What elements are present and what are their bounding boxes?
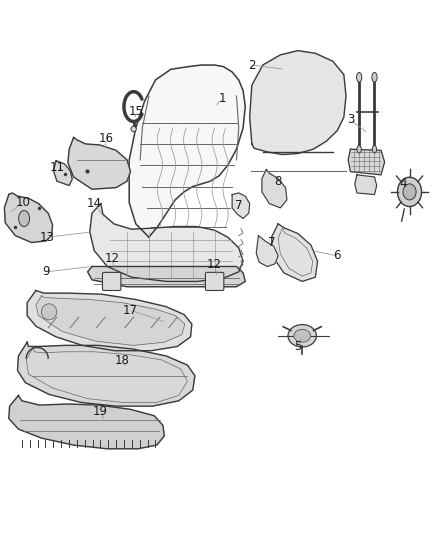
Polygon shape (90, 204, 243, 281)
Ellipse shape (372, 72, 377, 82)
Ellipse shape (357, 146, 361, 153)
Ellipse shape (131, 126, 136, 132)
Ellipse shape (398, 177, 421, 207)
Polygon shape (129, 65, 245, 237)
Text: 7: 7 (235, 199, 243, 212)
Polygon shape (9, 395, 164, 449)
Text: 19: 19 (92, 405, 107, 418)
Ellipse shape (294, 329, 311, 342)
Polygon shape (348, 149, 385, 175)
Polygon shape (4, 193, 53, 243)
Text: 4: 4 (399, 177, 407, 190)
Polygon shape (262, 169, 287, 208)
Text: 5: 5 (294, 340, 301, 353)
Polygon shape (272, 224, 318, 281)
Text: 16: 16 (99, 132, 114, 145)
Polygon shape (27, 290, 192, 351)
Text: 17: 17 (123, 304, 138, 317)
Text: 3: 3 (347, 114, 354, 126)
Text: 13: 13 (40, 231, 55, 244)
Text: 9: 9 (42, 265, 50, 278)
Text: 7: 7 (268, 236, 276, 249)
Ellipse shape (357, 72, 362, 82)
Polygon shape (355, 175, 377, 195)
Text: 11: 11 (49, 161, 64, 174)
Text: 12: 12 (104, 252, 119, 265)
Polygon shape (36, 296, 185, 345)
Ellipse shape (18, 211, 30, 227)
Text: 18: 18 (114, 354, 129, 367)
Polygon shape (53, 161, 72, 185)
Text: 1: 1 (219, 92, 226, 105)
Ellipse shape (372, 146, 377, 153)
Polygon shape (18, 342, 195, 406)
Ellipse shape (41, 304, 57, 320)
Text: 2: 2 (248, 59, 256, 71)
Text: 6: 6 (333, 249, 341, 262)
Ellipse shape (403, 184, 416, 200)
Polygon shape (256, 236, 278, 266)
Polygon shape (232, 193, 250, 219)
FancyBboxPatch shape (205, 272, 224, 290)
Polygon shape (68, 138, 131, 189)
FancyBboxPatch shape (102, 272, 121, 290)
Polygon shape (88, 266, 245, 287)
Text: 12: 12 (207, 259, 222, 271)
Text: 8: 8 (275, 175, 282, 188)
Ellipse shape (288, 325, 316, 347)
Text: 10: 10 (16, 196, 31, 209)
Text: 14: 14 (87, 197, 102, 210)
Polygon shape (250, 51, 346, 155)
Text: 15: 15 (128, 106, 143, 118)
